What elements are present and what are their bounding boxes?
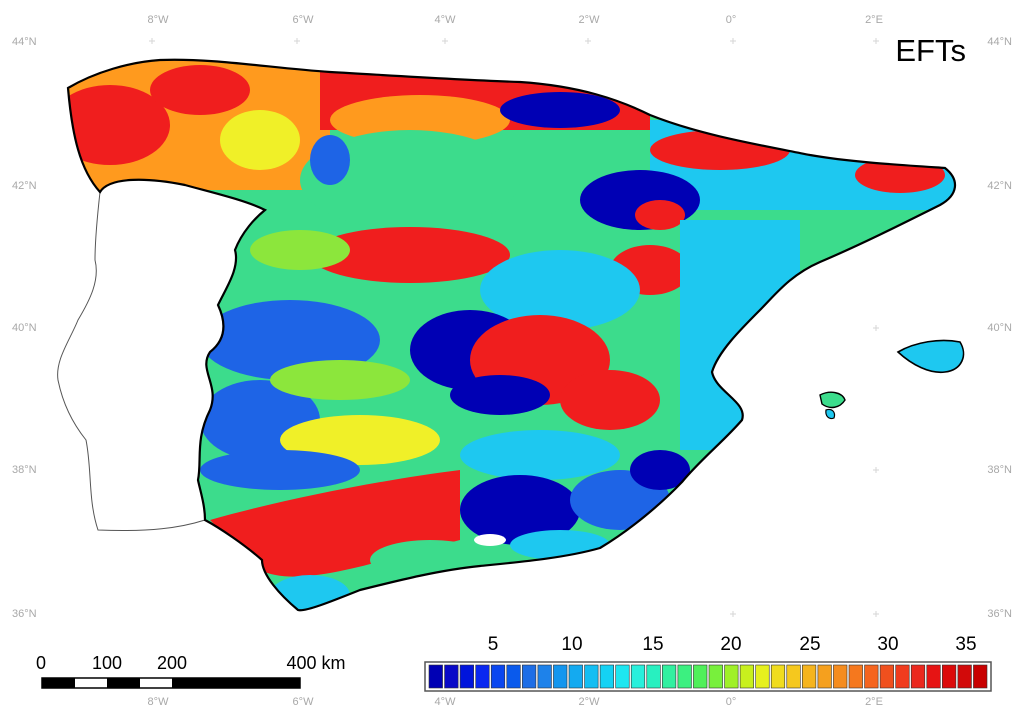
- legend-color-swatch: [724, 664, 739, 689]
- legend-color-swatch: [459, 664, 474, 689]
- legend-tick-label: 5: [488, 634, 499, 655]
- lat-label-right: 38°N: [987, 464, 1012, 476]
- legend-color-swatch: [942, 664, 957, 689]
- lat-label-right: 44°N: [987, 36, 1012, 48]
- lon-label-bottom: 0°: [726, 696, 737, 708]
- legend-color-swatch: [817, 664, 832, 689]
- legend-color-swatch: [802, 664, 817, 689]
- scale-bar: 0 100 200 400 km: [36, 653, 346, 689]
- legend-color-swatch: [833, 664, 848, 689]
- spain-outline: [66, 58, 956, 612]
- legend-color-swatch: [739, 664, 754, 689]
- lon-label-top: 4°W: [435, 14, 457, 26]
- legend-color-swatch: [755, 664, 770, 689]
- legend-color-swatch: [662, 664, 677, 689]
- legend-color-swatch: [910, 664, 926, 689]
- legend-color-swatch: [693, 664, 708, 689]
- legend-color-swatch: [475, 664, 490, 689]
- scale-label: 400 km: [286, 653, 345, 673]
- lon-label-top: 2°W: [579, 14, 601, 26]
- map-title: EFTs: [895, 33, 966, 68]
- legend-color-swatch: [864, 664, 879, 689]
- legend-color-swatch: [599, 664, 614, 689]
- lon-label-bottom: 2°E: [865, 696, 883, 708]
- legend-tick-label: 30: [877, 634, 898, 655]
- legend-color-swatch: [444, 664, 459, 689]
- left-latitude-labels: 44°N 42°N 40°N 38°N 36°N: [12, 36, 37, 620]
- legend-color-swatch: [786, 664, 801, 689]
- legend-tick-label: 20: [720, 634, 741, 655]
- scale-label: 0: [36, 653, 46, 673]
- legend-color-swatch: [630, 664, 646, 689]
- lat-label-left: 44°N: [12, 36, 37, 48]
- right-latitude-labels: 44°N 42°N 40°N 38°N 36°N: [987, 36, 1012, 620]
- legend-color-swatch: [646, 664, 661, 689]
- balearic-islands: [819, 339, 965, 420]
- legend-color-swatch: [957, 664, 972, 689]
- legend-color-swatch: [568, 664, 583, 689]
- lat-label-right: 36°N: [987, 608, 1012, 620]
- legend-color-swatch: [770, 664, 786, 689]
- lat-label-right: 40°N: [987, 322, 1012, 334]
- legend-color-swatch: [926, 664, 941, 689]
- lat-label-left: 42°N: [12, 180, 37, 192]
- lat-label-right: 42°N: [987, 180, 1012, 192]
- lon-label-bottom: 2°W: [579, 696, 601, 708]
- legend-tick-label: 25: [799, 634, 820, 655]
- legend-color-swatch: [522, 664, 537, 689]
- legend-tick-label: 15: [642, 634, 663, 655]
- scale-label: 100: [92, 653, 122, 673]
- lon-label-top: 8°W: [148, 14, 170, 26]
- legend-color-swatch: [584, 664, 599, 689]
- legend-color-swatch: [848, 664, 863, 689]
- legend: 5 10 15 20 25 30 35: [424, 634, 992, 692]
- legend-color-swatch: [973, 664, 988, 689]
- legend-color-swatch: [879, 664, 894, 689]
- legend-color-swatch: [708, 664, 723, 689]
- lon-label-bottom: 4°W: [435, 696, 457, 708]
- legend-color-swatch: [506, 664, 521, 689]
- legend-color-swatch: [537, 664, 552, 689]
- lon-label-top: 6°W: [293, 14, 315, 26]
- legend-tick-label: 10: [561, 634, 582, 655]
- lon-label-bottom: 6°W: [293, 696, 315, 708]
- legend-color-swatch: [677, 664, 692, 689]
- lat-label-left: 40°N: [12, 322, 37, 334]
- bottom-longitude-labels: 8°W 6°W 4°W 2°W 0° 2°E: [148, 696, 883, 708]
- legend-color-swatch: [428, 664, 443, 689]
- lat-label-left: 36°N: [12, 608, 37, 620]
- lon-label-bottom: 8°W: [148, 696, 170, 708]
- scale-label: 200: [157, 653, 187, 673]
- legend-colorbar: [428, 664, 988, 689]
- legend-color-swatch: [895, 664, 910, 689]
- legend-color-swatch: [615, 664, 630, 689]
- top-longitude-labels: 8°W 6°W 4°W 2°W 0° 2°E: [148, 14, 883, 26]
- lon-label-top: 0°: [726, 14, 737, 26]
- lon-label-top: 2°E: [865, 14, 883, 26]
- legend-tick-label: 35: [955, 634, 976, 655]
- legend-color-swatch: [553, 664, 568, 689]
- legend-color-swatch: [490, 664, 506, 689]
- lat-label-left: 38°N: [12, 464, 37, 476]
